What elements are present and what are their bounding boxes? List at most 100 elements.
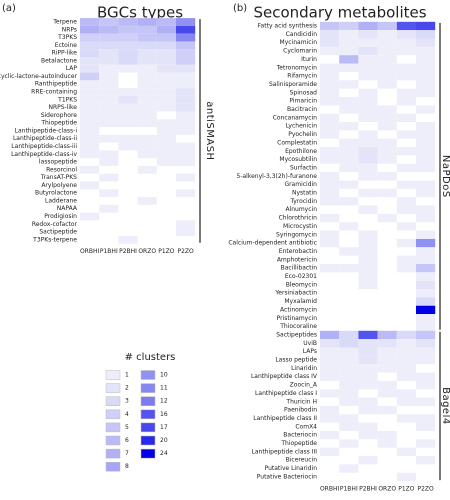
heatmap-cell	[339, 247, 359, 256]
heatmap-cell	[80, 142, 100, 151]
heatmap-cell	[137, 18, 157, 26]
heatmap-cell	[137, 197, 157, 205]
heatmap-cell	[156, 80, 176, 89]
heatmap-cell	[377, 347, 397, 356]
row-label: Eco-02301	[285, 273, 317, 280]
heatmap-cell	[176, 189, 196, 198]
legend-label: 5	[125, 424, 129, 431]
legend-label: 7	[125, 450, 129, 457]
heatmap-cell	[396, 113, 416, 123]
heatmap-cell	[156, 127, 176, 135]
row-label: Lanthipeptide class II	[253, 415, 317, 422]
heatmap-cell	[339, 364, 359, 373]
heatmap-cell	[176, 80, 196, 89]
heatmap-cell	[416, 297, 436, 306]
heatmap-cell	[416, 30, 436, 39]
legend-swatch	[105, 448, 121, 459]
heatmap-cell	[358, 339, 378, 348]
heatmap-cell	[99, 119, 119, 128]
row-label: Pristinamycin	[277, 315, 318, 322]
row-label: Resorcinol	[46, 166, 77, 173]
row-label: Spinosad	[290, 89, 318, 96]
heatmap-cell	[137, 25, 157, 34]
heatmap-cell	[396, 88, 416, 97]
heatmap-cell	[176, 95, 196, 104]
heatmap-cell	[320, 430, 340, 440]
heatmap-cell	[156, 25, 176, 34]
heatmap-cell	[416, 205, 436, 214]
heatmap-cell	[377, 122, 397, 131]
heatmap-cell	[339, 355, 359, 365]
heatmap-cell	[416, 138, 436, 148]
heatmap-cell	[358, 238, 378, 248]
row-label: Lanthipeptide class III	[252, 448, 318, 455]
heatmap-cell	[396, 414, 416, 423]
heatmap-cell	[137, 103, 157, 112]
heatmap-cell	[358, 55, 378, 64]
row-label: RiPP-like	[52, 50, 78, 57]
heatmap-cell	[176, 88, 196, 96]
legend-swatch	[105, 396, 121, 406]
heatmap-cell	[358, 405, 378, 415]
heatmap-cell	[339, 397, 359, 406]
heatmap-cell	[358, 105, 378, 114]
row-label: Tyrocidin	[289, 198, 317, 205]
heatmap-cell	[137, 64, 157, 73]
heatmap-cell	[156, 95, 176, 104]
heatmap-cell	[118, 25, 138, 34]
heatmap-cell	[358, 372, 378, 381]
row-label: Paenibodin	[284, 407, 317, 414]
heatmap-cell	[416, 230, 436, 239]
heatmap-cell	[176, 127, 196, 135]
heatmap-cell	[416, 247, 436, 256]
heatmap-cell	[396, 389, 416, 398]
heatmap-cell	[377, 439, 397, 448]
heatmap-cell	[118, 33, 138, 42]
row-label: Betalactone	[41, 57, 77, 64]
row-label: Thiocoraline	[279, 323, 317, 330]
heatmap-cell	[416, 180, 436, 189]
chart-title: BGCs types	[97, 4, 183, 22]
heatmap-cell	[396, 38, 416, 47]
heatmap-cell	[377, 405, 397, 415]
heatmap-cell	[339, 122, 359, 131]
heatmap-cell	[358, 63, 378, 72]
heatmap-cell	[377, 380, 397, 390]
heatmap-cell	[358, 263, 378, 273]
heatmap-cell	[118, 235, 138, 244]
heatmap-cell	[137, 57, 157, 65]
heatmap-cell	[377, 155, 397, 164]
heatmap-cell	[156, 142, 176, 151]
heatmap-cell	[339, 105, 359, 114]
heatmap-cell	[320, 263, 340, 273]
heatmap-cell	[377, 63, 397, 72]
heatmap-cell	[416, 422, 436, 431]
heatmap-cell	[377, 71, 397, 81]
legend-swatch	[105, 409, 121, 420]
heatmap-cell	[416, 130, 436, 139]
row-label: Terpene	[52, 19, 77, 26]
row-label: Bleomycin	[286, 281, 318, 288]
heatmap-cell	[80, 49, 100, 58]
heatmap-cell	[339, 372, 359, 381]
heatmap-cell	[416, 63, 436, 72]
heatmap-cell	[358, 96, 378, 106]
heatmap-cell	[320, 414, 340, 423]
row-label: Amphotericin	[277, 256, 317, 263]
heatmap-cell	[377, 172, 397, 181]
heatmap-cell	[377, 138, 397, 148]
row-label: Thiopeptide	[40, 120, 77, 127]
heatmap-cell	[396, 397, 416, 406]
heatmap-cell	[358, 347, 378, 356]
row-label: Lychenicin	[286, 123, 318, 130]
heatmap-cell	[320, 372, 340, 381]
heatmap-cell	[396, 96, 416, 106]
row-label: Lanthipeptide-class-i	[15, 127, 78, 134]
heatmap-cell	[339, 330, 359, 340]
heatmap-cell	[99, 103, 119, 112]
heatmap-cell	[320, 197, 340, 206]
legend-swatch	[140, 435, 156, 446]
heatmap-cell	[339, 147, 359, 156]
heatmap-cell	[156, 158, 176, 166]
heatmap-cell	[358, 130, 378, 139]
